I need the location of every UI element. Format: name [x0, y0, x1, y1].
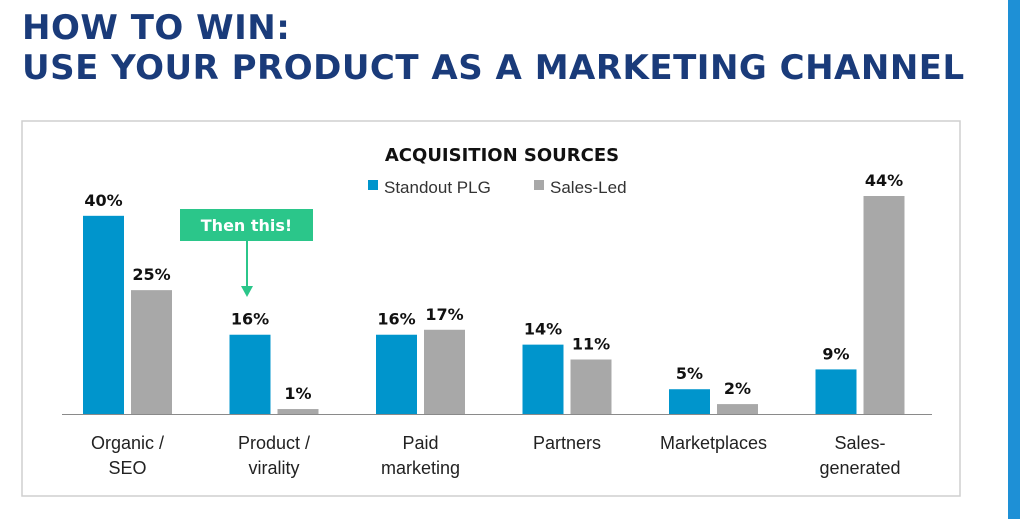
- bar-sales-led-5: [863, 196, 905, 414]
- category-label-0-line-1: SEO: [108, 458, 146, 478]
- category-label-3-line-0: Partners: [533, 433, 601, 453]
- callout-box: [180, 209, 313, 241]
- value-label-plg-5: 9%: [822, 344, 849, 363]
- bar-plg-3: [522, 344, 564, 414]
- legend-swatch-plg: [368, 180, 378, 190]
- value-label-plg-0: 40%: [84, 191, 122, 210]
- callout-arrow-head-icon: [241, 286, 253, 297]
- callout: Then this!: [180, 209, 313, 297]
- value-labels-layer: 40% 25% 16% 1% 16% 17% 14% 11% 5% 2% 9% 44%: [84, 171, 903, 403]
- legend-label-plg: Standout PLG: [384, 178, 491, 197]
- bar-plg-5: [815, 369, 857, 414]
- legend-swatch-sales-led: [534, 180, 544, 190]
- value-label-plg-4: 5%: [676, 364, 703, 383]
- category-label-5-line-0: Sales-: [834, 433, 885, 453]
- category-label-1-line-1: virality: [248, 458, 299, 478]
- value-label-plg-1: 16%: [231, 310, 269, 329]
- value-label-plg-3: 14%: [524, 320, 562, 339]
- category-label-4-line-0: Marketplaces: [660, 433, 767, 453]
- bar-plg-4: [669, 389, 710, 414]
- value-label-sales-led-4: 2%: [724, 379, 751, 398]
- bar-sales-led-2: [424, 329, 465, 414]
- bar-plg-1: [229, 334, 271, 414]
- category-label-5-line-1: generated: [819, 458, 900, 478]
- value-label-sales-led-1: 1%: [284, 384, 311, 403]
- value-label-sales-led-0: 25%: [132, 265, 170, 284]
- value-label-sales-led-3: 11%: [572, 335, 610, 354]
- chart-title: ACQUISITION SOURCES: [385, 145, 619, 166]
- bar-sales-led-1: [277, 409, 319, 414]
- category-label-0-line-0: Organic /: [91, 433, 164, 453]
- slide-title-line-1: HOW TO WIN:: [22, 8, 291, 48]
- chart-legend: Standout PLG Sales-Led: [368, 178, 627, 197]
- bars-layer: [83, 196, 905, 414]
- bar-sales-led-4: [717, 404, 758, 414]
- accent-stripe: [1008, 0, 1020, 519]
- bar-plg-0: [83, 215, 124, 414]
- category-labels-layer: Organic / SEO Product / virality Paid marketi…: [91, 433, 901, 478]
- bar-sales-led-0: [131, 290, 172, 414]
- legend-label-sales-led: Sales-Led: [550, 178, 627, 197]
- category-label-1-line-0: Product /: [238, 433, 310, 453]
- value-label-sales-led-2: 17%: [425, 305, 463, 324]
- category-label-2-line-0: Paid: [402, 433, 438, 453]
- bar-plg-2: [376, 334, 417, 414]
- value-label-sales-led-5: 44%: [865, 171, 903, 190]
- callout-text: Then this!: [201, 216, 292, 235]
- bar-sales-led-3: [570, 359, 612, 414]
- value-label-plg-2: 16%: [377, 310, 415, 329]
- slide-title-line-2: USE YOUR PRODUCT AS A MARKETING CHANNEL: [22, 48, 965, 88]
- chart-frame: [21, 120, 961, 497]
- category-label-2-line-1: marketing: [381, 458, 460, 478]
